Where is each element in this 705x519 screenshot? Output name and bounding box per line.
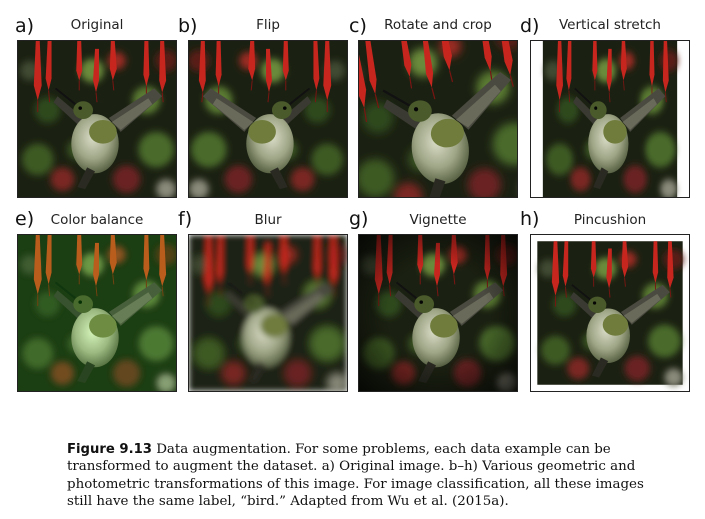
panel-letter: c) bbox=[349, 15, 367, 37]
panel-letter: f) bbox=[178, 208, 193, 230]
panel-title: Blur bbox=[254, 212, 282, 228]
panel-letter: d) bbox=[520, 15, 540, 37]
figure-label: Figure 9.13 bbox=[67, 442, 152, 457]
panel-title: Rotate and crop bbox=[384, 17, 492, 33]
hummingbird-image-color-balance bbox=[17, 234, 177, 392]
hummingbird-image-pincushion bbox=[530, 234, 690, 392]
hummingbird-image-original bbox=[17, 40, 177, 198]
hummingbird-image-vignette bbox=[358, 234, 518, 392]
panel-title: Flip bbox=[256, 17, 280, 33]
panel-title: Vertical stretch bbox=[559, 17, 661, 33]
figure-caption-text: Data augmentation. For some problems, ea… bbox=[67, 442, 644, 510]
panel-title: Pincushion bbox=[573, 212, 647, 228]
panel-letter: e) bbox=[15, 208, 35, 230]
panel-letter: b) bbox=[178, 15, 198, 37]
hummingbird-image-rotate-crop bbox=[358, 40, 518, 198]
hummingbird-image-vertical-stretch bbox=[530, 40, 690, 198]
figure-caption: Figure 9.13 Data augmentation. For some … bbox=[67, 441, 647, 511]
panel-letter: h) bbox=[520, 208, 540, 230]
hummingbird-image-blur bbox=[188, 234, 348, 392]
panel-letter: a) bbox=[15, 15, 35, 37]
panel-title: Color balance bbox=[50, 212, 144, 228]
panel-letter: g) bbox=[349, 208, 369, 230]
hummingbird-image-flip bbox=[188, 40, 348, 198]
panel-title: Original bbox=[70, 17, 124, 33]
panel-title: Vignette bbox=[409, 212, 467, 228]
